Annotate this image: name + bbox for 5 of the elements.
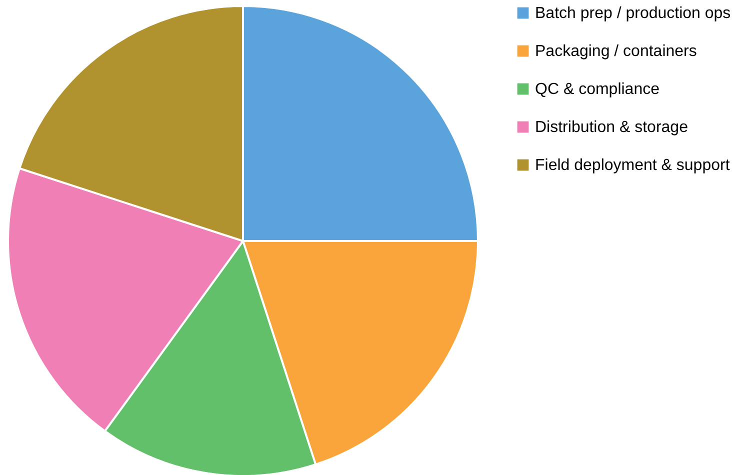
legend-label: QC & compliance bbox=[535, 81, 660, 98]
legend-label: Distribution & storage bbox=[535, 119, 688, 136]
legend-label: Batch prep / production ops bbox=[535, 5, 731, 22]
legend-label: Field deployment & support bbox=[535, 157, 730, 174]
legend-label: Packaging / containers bbox=[535, 43, 697, 60]
